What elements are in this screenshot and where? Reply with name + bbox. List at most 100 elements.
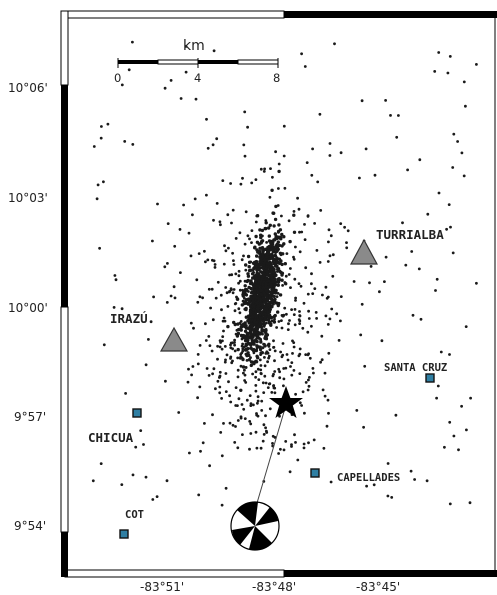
seismic-event-dot [272,302,275,306]
seismic-event-dot [255,285,258,288]
seismic-event-dot [204,339,208,342]
seismic-event-dot [242,371,245,375]
seismic-event-dot [301,326,305,330]
seismic-event-dot [231,291,235,295]
seismic-event-dot [331,274,335,278]
seismic-event-dot [418,158,422,162]
seismic-event-dot [269,256,273,260]
seismic-event-dot [364,147,368,151]
seismic-event-dot [195,278,199,282]
seismic-event-dot [266,310,269,314]
seismic-event-dot [352,280,356,283]
seismic-event-dot [330,307,334,311]
seismic-event-dot [227,380,230,384]
seismic-event-dot [298,372,302,375]
seismic-event-dot [249,286,253,291]
focal-mechanism-leader-line [256,404,287,504]
seismic-event-dot [276,204,280,207]
seismic-event-dot [248,327,252,331]
seismic-event-dot [270,391,274,394]
seismic-event-dot [178,228,182,231]
seismic-event-dot [259,318,263,322]
seismic-event-dot [274,279,277,283]
seismic-event-dot [224,486,228,490]
frame-bar-left-white-2 [60,306,69,533]
seismic-event-dot [221,339,224,343]
seismic-event-dot [280,232,284,237]
seismic-event-dot [113,274,117,277]
seismic-event-dot [120,83,124,87]
seismic-event-dot [194,97,198,101]
seismic-event-dot [250,324,254,328]
seismic-event-dot [222,316,226,320]
scale-bar-unit: km [183,38,205,54]
seismic-event-dot [254,273,258,277]
seismic-event-dot [292,213,296,217]
seismic-event-dot [264,321,268,325]
seismic-event-dot [197,252,201,256]
seismic-event-dot [267,279,271,283]
seismic-event-dot [173,296,177,300]
seismic-event-dot [410,250,414,253]
seismic-event-dot [312,438,316,442]
seismic-event-dot [272,339,275,343]
seismic-event-dot [394,413,398,417]
seismic-event-dot [275,326,278,329]
seismic-event-dot [266,252,270,256]
seismic-event-dot [234,332,238,336]
seismic-event-dot [325,424,329,428]
seismic-event-dot [266,386,270,389]
seismic-event-dot [131,40,134,44]
seismic-event-dot [452,132,456,136]
seismic-event-dot [164,379,167,383]
seismic-event-dot [225,291,229,295]
seismic-event-dot [282,384,285,388]
seismic-event-dot [259,310,264,315]
seismic-event-dot [448,353,451,356]
seismic-event-dot [252,262,256,266]
seismic-event-dot [329,480,333,484]
seismic-event-dot [207,287,211,291]
seismic-event-dot [307,384,311,388]
seismic-event-dot [240,344,244,348]
seismic-event-dot [163,265,167,269]
seismic-event-dot [283,281,287,284]
seismic-event-dot [327,228,331,232]
seismic-event-dot [315,249,319,252]
seismic-event-dot [303,223,306,226]
seismic-event-dot [263,167,266,171]
seismic-event-dot [319,360,322,364]
seismic-event-dot [243,368,246,372]
seismic-event-dot [262,391,266,394]
frame-bar-bottom-white [64,569,285,578]
seismic-event-dot [246,341,250,344]
seismic-event-dot [240,403,244,406]
seismic-event-dot [277,187,280,190]
seismic-event-dot [449,225,452,229]
seismic-event-dot [248,420,252,423]
seismic-event-dot [264,288,268,293]
seismic-event-dot [306,292,310,296]
seismic-event-dot [250,181,254,185]
seismic-event-dot [212,259,216,263]
seismic-event-dot [329,234,333,238]
seismic-event-dot [245,343,249,346]
seismic-event-dot [293,277,297,281]
frame-bar-left-black-1 [61,85,68,307]
seismic-event-dot [266,262,271,266]
seismic-event-dot [226,213,230,217]
lon-label-83-48: -83°48' [252,580,296,594]
seismic-event-dot [233,309,237,313]
seismic-event-dot [267,244,271,249]
seismic-event-dot [221,179,225,183]
seismic-event-dot [264,331,268,336]
seismic-event-dot [268,407,272,411]
seismic-event-dot [275,242,279,246]
seismic-event-dot [292,341,296,344]
seismic-event-dot [243,154,247,158]
seismic-event-dot [205,367,209,370]
seismic-event-dot [263,356,266,359]
seismic-event-dot [226,324,230,329]
seismic-event-dot [224,249,228,253]
seismic-event-dot [304,353,308,356]
